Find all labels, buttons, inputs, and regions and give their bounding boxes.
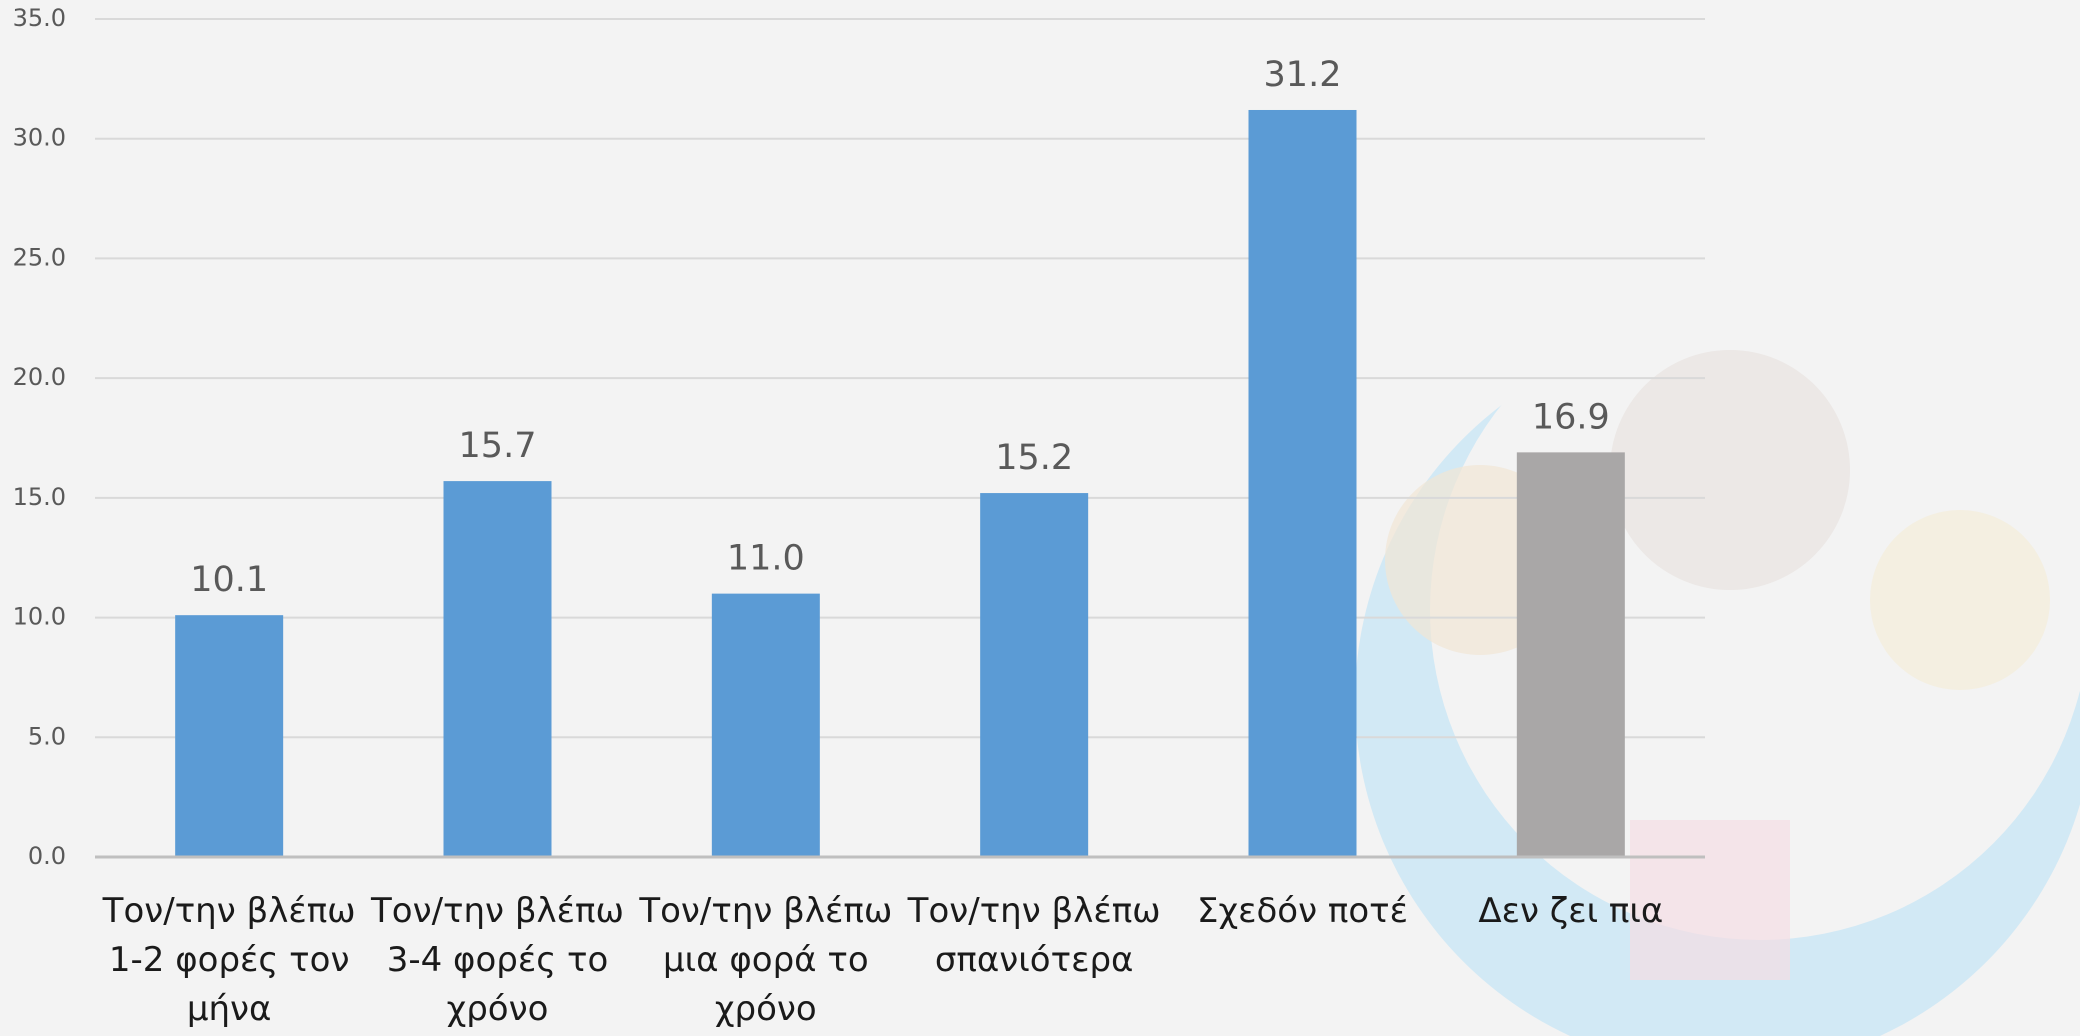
- value-label: 15.2: [995, 438, 1073, 478]
- x-tick-label: Τον/την βλέπω 1-2 φορές τον μήνα: [97, 887, 361, 1034]
- y-tick-label: 20.0: [13, 363, 66, 391]
- bar: [444, 481, 552, 857]
- background-figure: [1870, 510, 2050, 690]
- y-tick-label: 5.0: [28, 722, 66, 750]
- y-tick-label: 0.0: [28, 842, 66, 870]
- y-tick-label: 35.0: [13, 4, 66, 32]
- x-tick-label: Τον/την βλέπω σπανιότερα: [902, 887, 1166, 985]
- y-tick-label: 30.0: [13, 124, 66, 152]
- background-figure: [1610, 350, 1850, 590]
- value-label: 31.2: [1264, 55, 1342, 95]
- page: 0.0 5.0 10.0 15.0 20.0 25.0 30.0 35.0 10.1 15.7 11…: [0, 0, 2080, 1036]
- value-label: 11.0: [727, 539, 805, 579]
- value-label: 15.7: [459, 426, 537, 466]
- y-tick-label: 15.0: [13, 483, 66, 511]
- x-tick-label: Σχεδόν ποτέ: [1170, 887, 1434, 936]
- chart: 0.0 5.0 10.0 15.0 20.0 25.0 30.0 35.0 10.1 15.7 11…: [0, 0, 2080, 1036]
- bar: [1517, 452, 1625, 857]
- value-label: 16.9: [1532, 397, 1610, 437]
- y-tick-label: 25.0: [13, 243, 66, 271]
- x-tick-label: Τον/την βλέπω 3-4 φορές το χρόνο: [365, 887, 629, 1034]
- x-tick-label: Δεν ζει πια: [1439, 887, 1703, 936]
- x-tick-label: Τον/την βλέπω μια φορά το χρόνο: [634, 887, 898, 1034]
- y-tick-label: 10.0: [13, 603, 66, 631]
- bar: [712, 594, 820, 857]
- bar: [1249, 110, 1357, 857]
- value-label: 10.1: [190, 560, 268, 600]
- bar: [175, 615, 283, 857]
- bar: [980, 493, 1088, 857]
